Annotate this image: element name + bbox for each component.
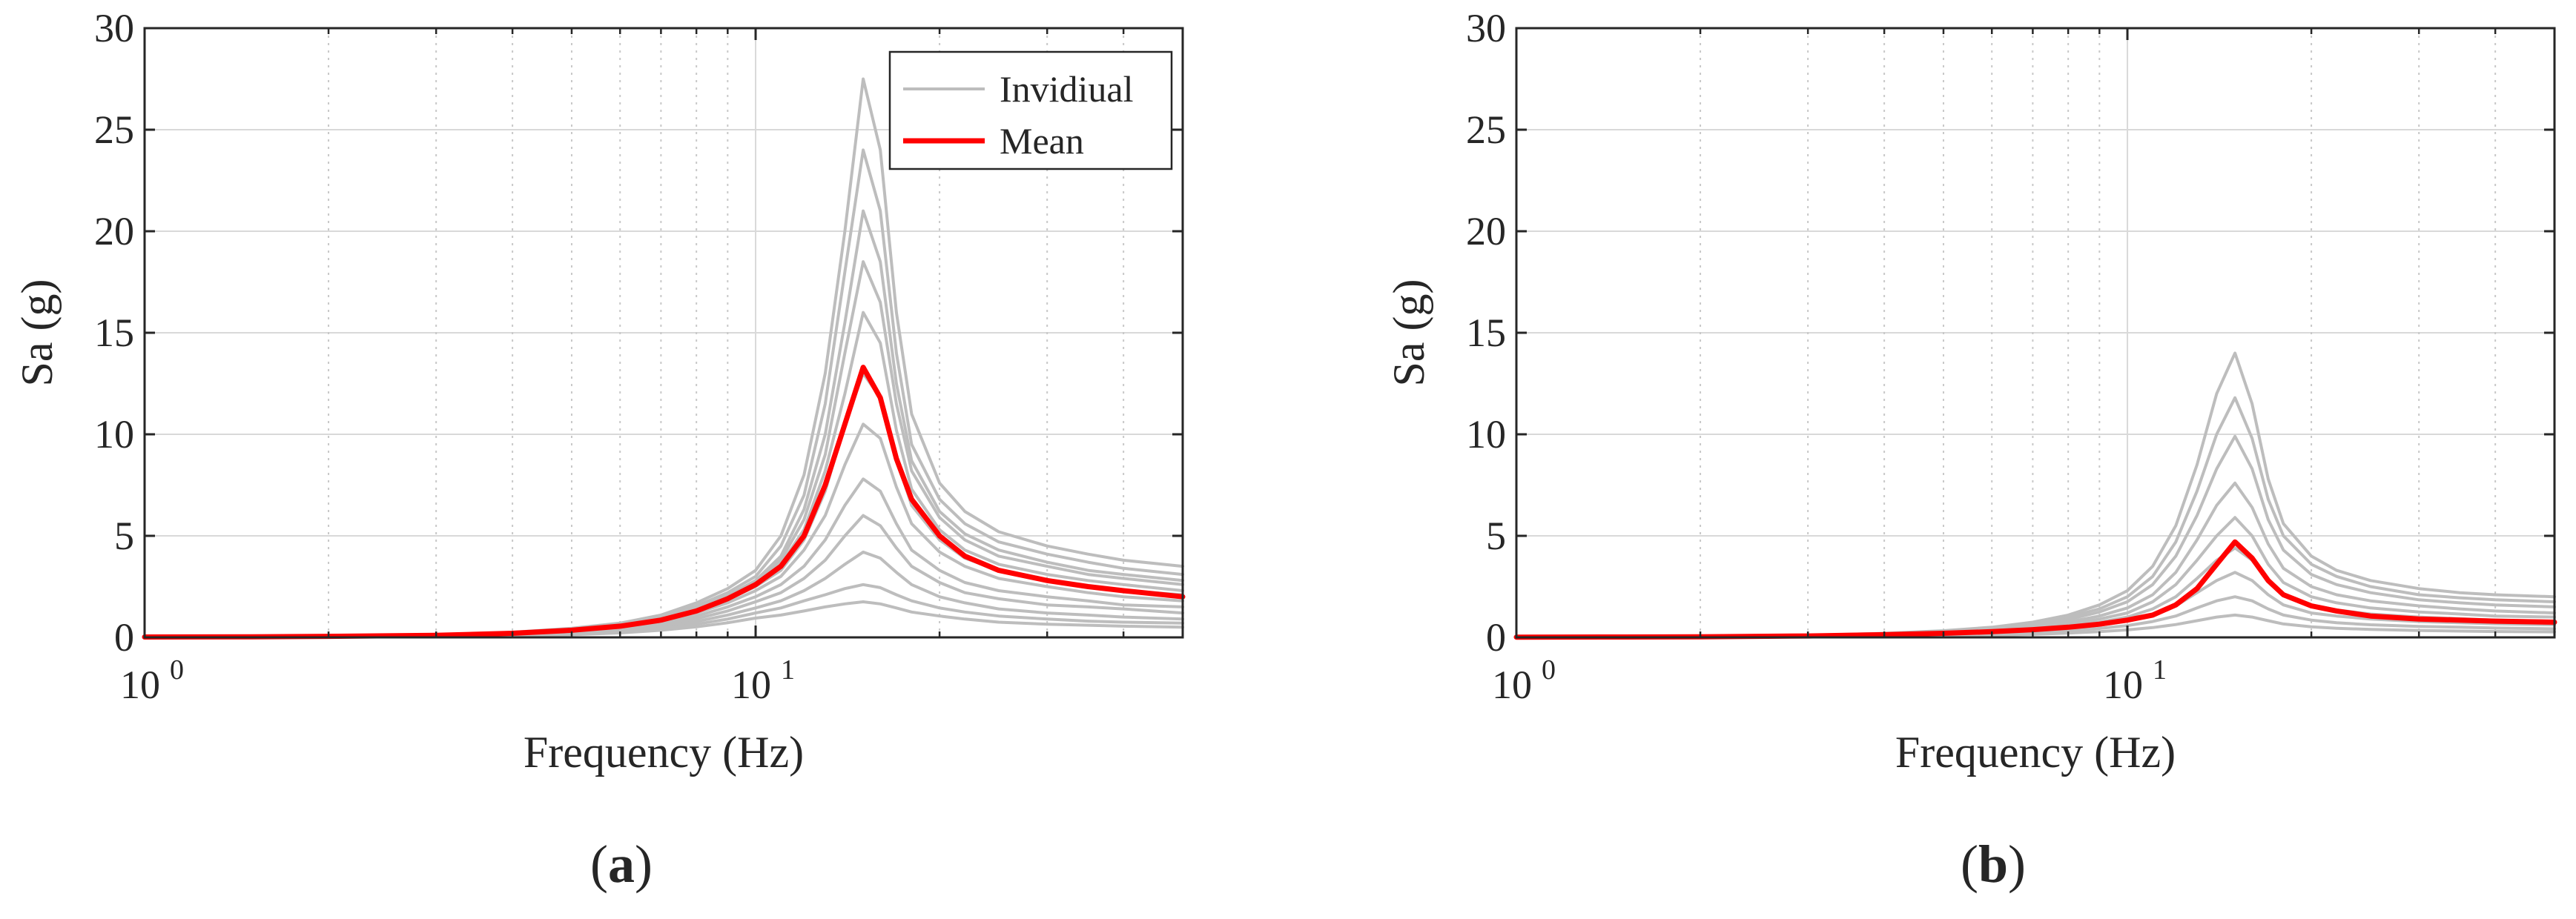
- panel-label-open: (: [590, 835, 608, 894]
- y-tick-label: 25: [1466, 107, 1506, 152]
- y-tick-label: 10: [94, 412, 134, 457]
- series-layer: [142, 77, 1186, 640]
- x-tick-exponent: 1: [781, 654, 795, 686]
- x-tick-label: 10: [120, 663, 160, 707]
- panel-label-a: (a): [590, 835, 653, 894]
- x-tick-label: 10: [1492, 663, 1532, 707]
- y-tick-label: 5: [114, 514, 134, 558]
- individual-series-line: [143, 600, 1184, 639]
- panel-label-open: (: [1961, 835, 1978, 894]
- x-axis-label: Frequency (Hz): [524, 728, 804, 777]
- y-tick-label: 0: [114, 615, 134, 660]
- panel-label-close: ): [2008, 835, 2026, 894]
- x-tick-exponent: 1: [2153, 654, 2167, 686]
- y-tick-label: 15: [94, 311, 134, 355]
- legend-individual-label: Invidiual: [1000, 68, 1134, 110]
- grid-layer: [145, 28, 1183, 637]
- y-tick-label: 15: [1466, 311, 1506, 355]
- panel-label-close: ): [635, 835, 653, 894]
- legend-box: [888, 50, 1173, 170]
- x-tick-exponent: 0: [1542, 654, 1556, 686]
- y-tick-label: 25: [94, 107, 134, 152]
- x-axis-label: Frequency (Hz): [1895, 728, 2176, 777]
- legend-mean-label: Mean: [1000, 120, 1084, 162]
- panel-label-letter: b: [1978, 835, 2008, 894]
- y-tick-label: 10: [1466, 412, 1506, 457]
- y-tick-label: 5: [1486, 514, 1506, 558]
- y-tick-label: 20: [1466, 209, 1506, 253]
- panel-label-letter: a: [608, 835, 635, 894]
- y-tick-label: 30: [94, 6, 134, 50]
- x-tick-exponent: 0: [170, 654, 184, 686]
- mean-series-line: [142, 365, 1186, 640]
- y-axis-label: Sa (g): [1384, 279, 1433, 387]
- x-tick-label: 10: [731, 663, 771, 707]
- y-tick-label: 20: [94, 209, 134, 253]
- panel-label-b: (b): [1961, 835, 2026, 894]
- mean-series-line: [1513, 539, 2557, 640]
- series-layer: [1513, 351, 2557, 640]
- y-axis-label: Sa (g): [13, 279, 62, 387]
- grid-layer: [1516, 28, 2554, 637]
- x-tick-label: 10: [2103, 663, 2143, 707]
- legend: Invidiual Mean: [888, 50, 1173, 170]
- y-tick-label: 30: [1466, 6, 1506, 50]
- y-tick-label: 0: [1486, 615, 1506, 660]
